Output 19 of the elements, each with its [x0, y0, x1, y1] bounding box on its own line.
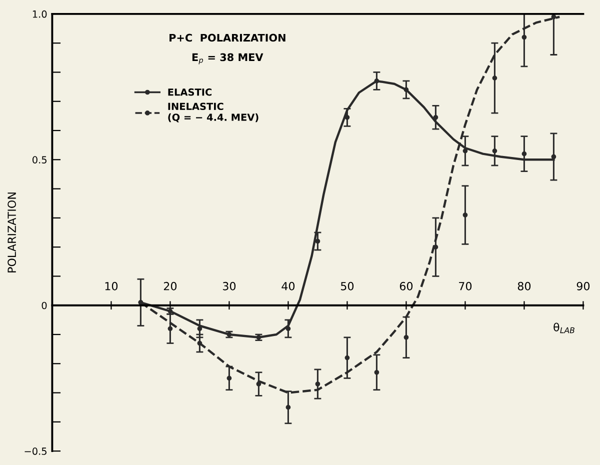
x-tick-label: 60 — [400, 282, 413, 290]
y-tick-label: 0 — [42, 302, 47, 310]
x-tick-label: 20 — [164, 282, 177, 290]
x-tick-label: 30 — [222, 282, 236, 290]
legend-label: INELASTIC (Q = − 4.4. MEV) — [168, 102, 258, 122]
y-tick-label: −0.5 — [24, 448, 46, 455]
x-tick-label: 70 — [459, 282, 472, 290]
x-tick-label: 40 — [282, 282, 295, 290]
legend-label: ELASTIC — [168, 88, 212, 96]
y-axis-title: POLARIZATION — [8, 192, 16, 272]
y-tick-label: 0.5 — [32, 156, 46, 164]
x-tick-label: 10 — [105, 282, 118, 290]
text: P+C POLARIZATION — [170, 34, 286, 42]
x-tick-label: 90 — [576, 282, 590, 290]
x-tick-label: 50 — [340, 282, 354, 290]
x-tick-label: 80 — [518, 282, 531, 290]
text: E$_{p}$ = 38 MEV — [192, 53, 264, 64]
y-tick-label: 1.0 — [32, 10, 47, 18]
x-axis-title: θ$_{LAB}$ — [554, 322, 574, 334]
